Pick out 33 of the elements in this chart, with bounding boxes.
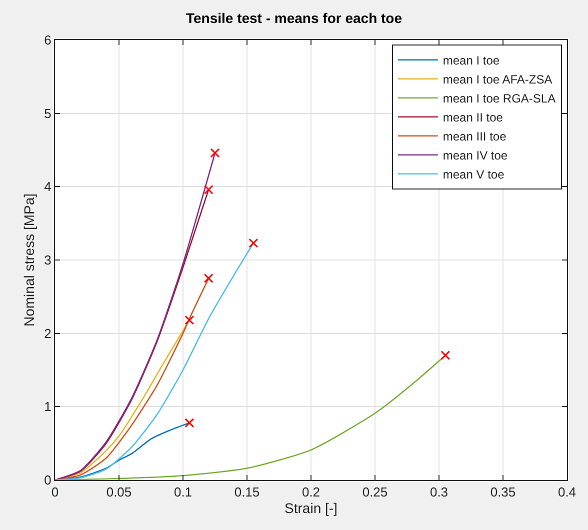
legend-label: mean IV toe: [442, 148, 508, 163]
y-tick-label: 2: [44, 326, 52, 341]
legend-label: mean III toe: [442, 130, 507, 144]
legend-label: mean I toe: [442, 54, 500, 68]
y-tick-label: 4: [44, 179, 52, 194]
legend-label: mean V toe: [442, 168, 505, 182]
point: [248, 238, 258, 248]
x-tick-label: 0.3: [430, 484, 448, 500]
y-tick-label: 6: [44, 32, 52, 48]
x-tick-label: 0.2: [302, 484, 320, 500]
x-tick-label: 0.25: [362, 484, 388, 500]
x-tick-label: 0.05: [106, 484, 132, 500]
point: [210, 148, 220, 158]
y-tick-label: 0: [44, 472, 52, 488]
legend-label: mean II toe: [442, 110, 504, 125]
chart-title: Tensile test - means for each toe: [186, 10, 402, 26]
point: [204, 274, 214, 284]
y-axis-title: Nominal stress [MPa]: [20, 193, 37, 327]
point: [184, 418, 194, 428]
x-axis-title: Strain [-]: [284, 500, 338, 516]
x-tick-label: 0.4: [558, 484, 576, 500]
legend-label: mean I toe AFA-ZSA: [442, 72, 552, 87]
x-tick-label: 0.1: [174, 484, 192, 500]
y-tick-label: 3: [44, 252, 52, 268]
y-tick-label: 1: [44, 399, 52, 414]
line-series: [55, 242, 254, 480]
legend-label: mean I toe RGA-SLA: [442, 92, 556, 106]
x-tick-label: 0.15: [234, 484, 260, 500]
point: [184, 315, 194, 325]
point: [204, 184, 214, 194]
x-tick-label: 0.35: [490, 484, 516, 500]
point: [440, 350, 450, 360]
y-tick-label: 5: [44, 106, 52, 121]
